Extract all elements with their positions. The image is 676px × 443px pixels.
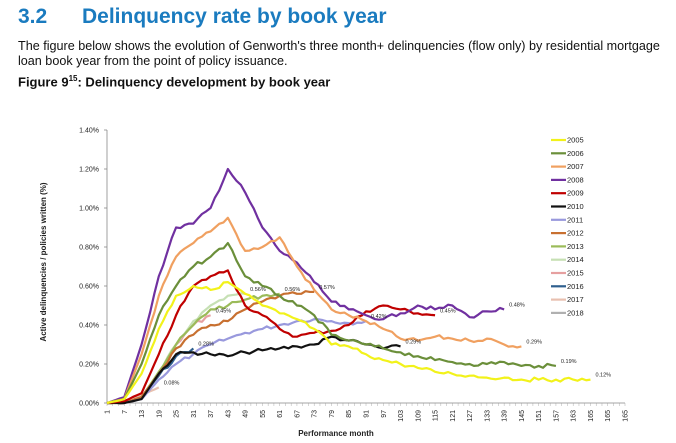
legend-label-2012: 2012 — [567, 229, 584, 238]
series-line-2011 — [106, 318, 367, 405]
figure-footnote: 15 — [68, 74, 78, 83]
y-tick-label: 0.60% — [79, 284, 99, 291]
legend-label-2018: 2018 — [567, 308, 584, 317]
x-tick-label: 37 — [208, 410, 215, 418]
end-label-2013: 0.56% — [285, 287, 301, 293]
legend-label-2009: 2009 — [567, 189, 584, 198]
end-label-2008: 0.48% — [509, 302, 525, 308]
end-label-2009: 0.45% — [440, 308, 456, 314]
x-tick-label: 115 — [433, 410, 440, 421]
x-tick-label: 61 — [277, 410, 284, 418]
legend-label-2005: 2005 — [567, 136, 584, 145]
x-tick-label: 79 — [329, 410, 336, 418]
legend-label-2013: 2013 — [567, 242, 584, 251]
series-line-2005 — [106, 281, 591, 405]
legend-label-2006: 2006 — [567, 149, 584, 158]
y-axis-label: Active delinquencies / policies written … — [39, 182, 48, 341]
y-tick-label: 0.80% — [79, 245, 99, 252]
series-lines — [106, 167, 591, 405]
legend-label-2010: 2010 — [567, 202, 584, 211]
end-label-2005: 0.12% — [595, 373, 611, 379]
figure-caption: Figure 915: Delinquency development by b… — [18, 74, 330, 89]
x-tick-label: 139 — [502, 410, 509, 422]
legend-label-2011: 2011 — [567, 215, 583, 224]
legend-label-2016: 2016 — [567, 282, 584, 291]
series-line-2006 — [106, 242, 557, 405]
section-title: Delinquency rate by book year — [82, 5, 387, 28]
x-tick-label: 1 — [105, 410, 112, 414]
figure-label: Figure 9 — [18, 74, 69, 90]
legend-label-2008: 2008 — [567, 175, 584, 184]
legend-label-2014: 2014 — [567, 255, 584, 264]
end-label-2006: 0.19% — [561, 359, 577, 365]
figure-caption-text: : Delinquency development by book year — [77, 74, 331, 90]
y-tick-label: 1.00% — [79, 206, 99, 213]
axes: 0.00% 0.20% 0.40% 0.60% 0.80% 1.00% 1.20% 1.40%… — [79, 128, 629, 422]
x-tick-label: 31 — [191, 410, 198, 418]
y-tick-label: 0.40% — [79, 323, 99, 330]
x-tick-label: 165 — [605, 410, 612, 422]
x-tick-label: 157 — [553, 410, 560, 422]
series-line-2008 — [106, 167, 505, 405]
x-tick-label: 43 — [225, 410, 232, 418]
end-label-2015: 0.45% — [216, 308, 232, 314]
x-tick-label: 127 — [467, 410, 474, 422]
x-tick-label: 91 — [364, 410, 371, 418]
x-tick-label: 133 — [484, 410, 491, 422]
x-tick-label: 151 — [536, 410, 543, 422]
end-label-2012: 0.57% — [319, 285, 335, 291]
legend: 2005 2006 2007 2008 2009 2010 2011 2012 2013 2014… — [551, 136, 584, 317]
series-line-2007 — [106, 216, 522, 405]
x-tick-label: 7 — [122, 410, 129, 414]
x-tick-label: 19 — [156, 410, 163, 418]
y-tick-label: 0.00% — [79, 401, 99, 408]
x-tick-label: 73 — [312, 410, 319, 418]
end-label-2016: 0.28% — [198, 341, 214, 347]
intro-paragraph: The figure below shows the evolution of … — [18, 39, 660, 68]
y-tick-label: 1.20% — [79, 167, 99, 174]
x-tick-label: 49 — [243, 410, 250, 418]
data-labels: 0.08% 0.28% 0.45% 0.56% 0.56% 0.57% 0.42% 0.29%… — [164, 285, 611, 387]
series-line-2009 — [106, 269, 436, 405]
section-number: 3.2 — [18, 5, 48, 28]
legend-label-2017: 2017 — [567, 295, 584, 304]
legend-label-2015: 2015 — [567, 269, 584, 278]
x-tick-label: 163 — [571, 410, 578, 422]
x-tick-label: 121 — [450, 410, 457, 422]
x-tick-label: 97 — [381, 410, 388, 418]
end-label-2017: 0.08% — [164, 380, 180, 386]
x-tick-label: 109 — [415, 410, 422, 422]
x-tick-label: 25 — [174, 410, 181, 418]
x-tick-label: 165 — [623, 410, 630, 422]
end-label-2007: 0.29% — [526, 339, 542, 345]
end-label-2014: 0.56% — [250, 287, 266, 293]
x-tick-label: 13 — [139, 410, 146, 418]
x-tick-label: 55 — [260, 410, 267, 418]
x-axis-label: Performance month — [298, 429, 374, 438]
y-tick-label: 1.40% — [79, 128, 99, 135]
x-tick-label: 85 — [346, 410, 353, 418]
legend-label-2007: 2007 — [567, 162, 584, 171]
x-tick-label: 103 — [398, 410, 405, 422]
y-tick-label: 0.20% — [79, 362, 99, 369]
x-tick-label: 165 — [588, 410, 595, 422]
end-label-2010: 0.29% — [406, 339, 422, 345]
x-tick-label: 67 — [294, 410, 301, 418]
end-label-2011: 0.42% — [371, 314, 387, 320]
x-tick-label: 145 — [519, 410, 526, 422]
